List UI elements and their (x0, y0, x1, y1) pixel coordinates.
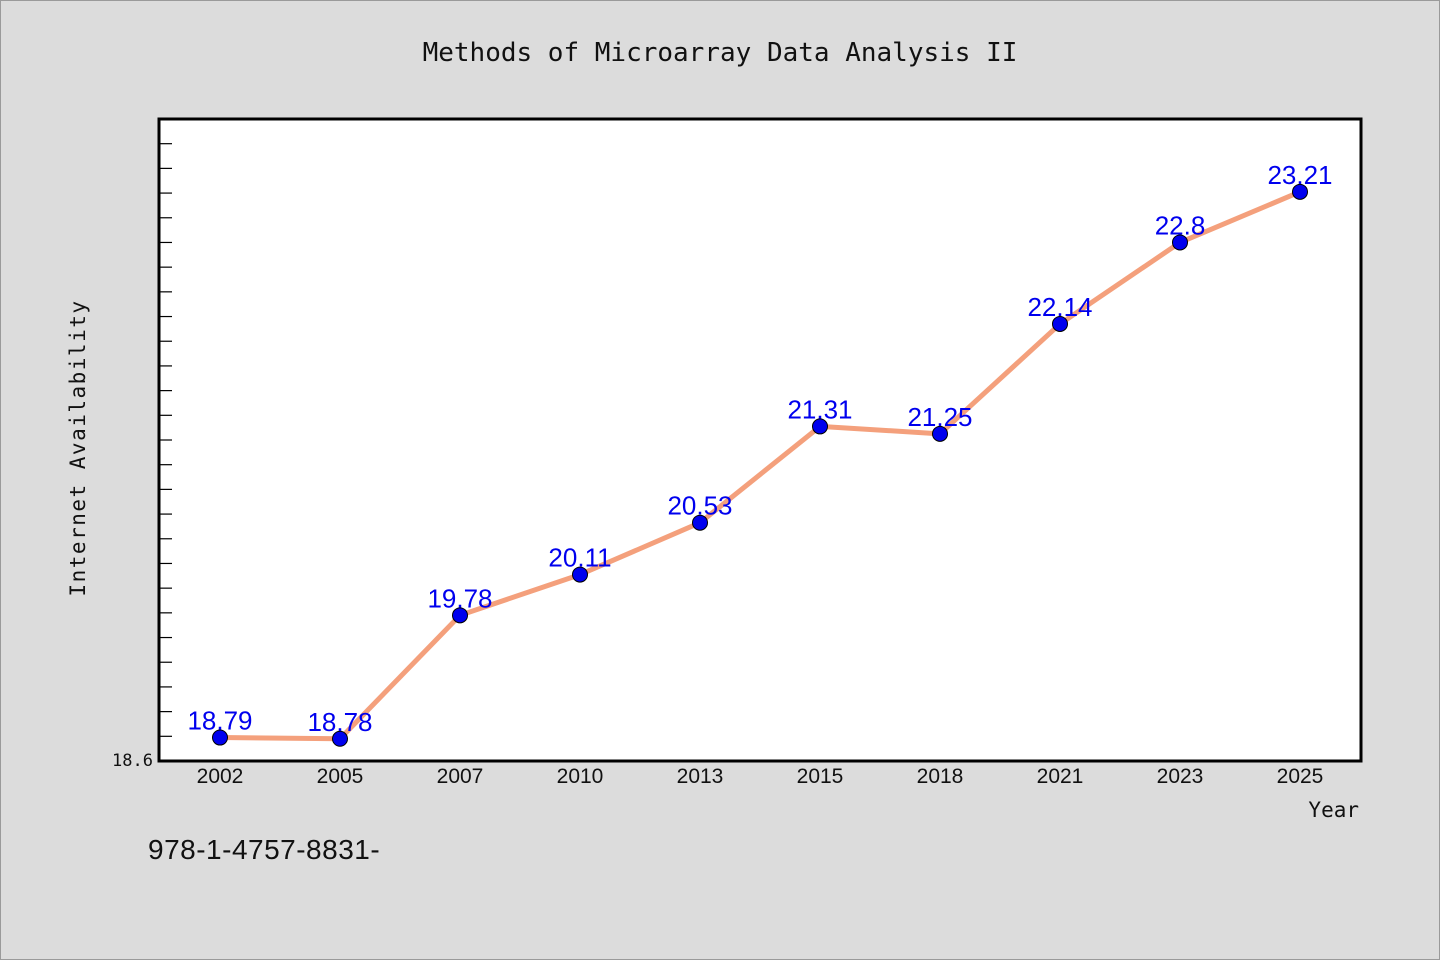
data-label: 20.53 (667, 491, 732, 521)
x-tick-label: 2007 (437, 765, 484, 788)
x-tick-label: 2005 (317, 765, 364, 788)
x-tick-label: 2013 (677, 765, 724, 788)
data-point (1292, 183, 1308, 200)
data-point (1172, 234, 1188, 251)
data-label: 19.78 (427, 583, 492, 613)
x-axis-label: Year (1308, 798, 1359, 822)
data-point (212, 729, 228, 746)
x-tick-label: 2025 (1277, 765, 1324, 788)
data-label: 18.79 (187, 706, 252, 736)
chart-title: Methods of Microarray Data Analysis II (423, 38, 1018, 68)
data-point (1052, 315, 1068, 332)
x-tick-label: 2010 (557, 765, 604, 788)
data-point (572, 566, 588, 583)
x-axis-tick-labels: 2002 2005 2007 2010 2013 2015 2018 2021 2023 2025 (197, 765, 1324, 788)
data-point (452, 607, 468, 624)
data-label: 22.14 (1027, 292, 1092, 322)
data-label: 21.31 (787, 394, 852, 424)
data-point (692, 514, 708, 531)
data-label: 23.21 (1267, 160, 1332, 190)
x-tick-label: 2018 (917, 765, 964, 788)
series-line-group: 18.79 18.78 19.78 20.11 20.53 21.31 21.25 22.14… (187, 160, 1333, 747)
y-axis-label: Internet Availability (66, 299, 90, 596)
footer-code: 978-1-4757-8831- (148, 834, 381, 865)
x-tick-label: 2021 (1037, 765, 1084, 788)
data-point (332, 730, 348, 747)
data-label: 21.25 (907, 402, 972, 432)
data-point (812, 418, 828, 435)
x-tick-label: 2015 (797, 765, 844, 788)
plot-area (157, 117, 1363, 763)
series-line (217, 189, 1303, 742)
data-label: 20.11 (548, 543, 611, 573)
y-axis-tick-label: 18.6 (112, 751, 153, 771)
data-label: 22.8 (1155, 210, 1206, 240)
x-tick-label: 2023 (1157, 765, 1204, 788)
x-tick-label: 2002 (197, 765, 244, 788)
y-axis-minor-ticks (159, 118, 172, 762)
data-point (932, 425, 948, 442)
data-label: 18.78 (307, 707, 372, 737)
